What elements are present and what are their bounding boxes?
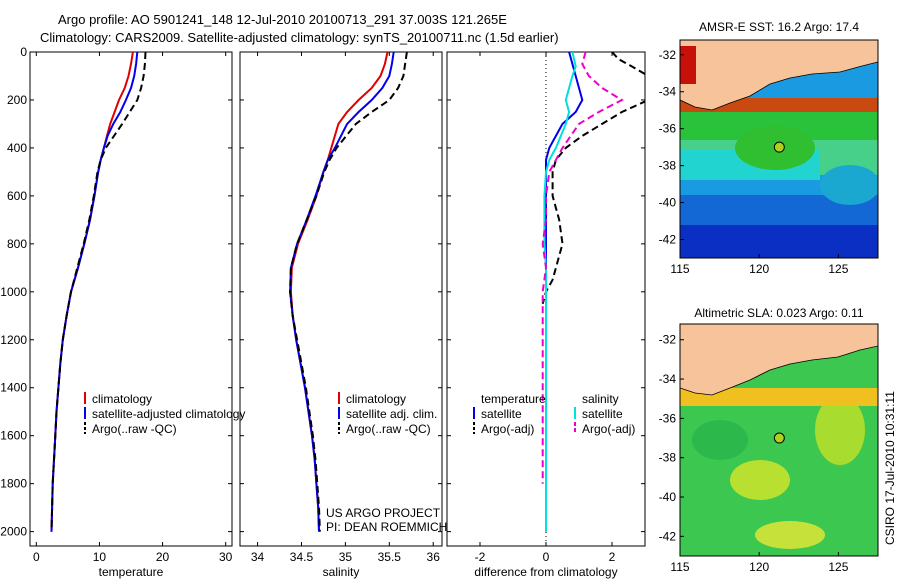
y-tick-label: 1800: [0, 477, 27, 491]
difference-series-3: [541, 52, 624, 484]
salinity-x-axis-label: salinity: [323, 565, 360, 579]
temperature-series-2: [50, 52, 147, 532]
map-y-tick-label: -32: [659, 48, 677, 62]
x-tick-label: 35: [339, 550, 353, 564]
legend-label-satellite: satellite adj. clim.: [346, 407, 437, 421]
map-y-tick-label: -40: [659, 196, 677, 210]
y-tick-label: 200: [7, 93, 27, 107]
map-x-tick-label: 120: [749, 262, 769, 276]
map-y-tick-label: -34: [659, 85, 677, 99]
sla-green-patch: [692, 420, 748, 460]
sla-land: [680, 324, 878, 396]
legend-label-temp-satellite: satellite: [481, 407, 522, 421]
map-x-tick-label: 120: [749, 560, 769, 574]
y-tick-label: 400: [7, 141, 27, 155]
salinity-panel: 34 34.5 35 35.5 36 salinity: [239, 51, 443, 579]
y-tick-label: 600: [7, 189, 27, 203]
y-tick-label: 1400: [0, 381, 27, 395]
map-y-tick-label: -36: [659, 411, 677, 425]
sla-map-axes: 115 120 125 -32 -34 -36 -38 -40 -42: [659, 333, 849, 574]
legend-label-sal-argo: Argo(-adj): [582, 422, 635, 436]
x-tick-label: 34.5: [290, 550, 314, 564]
map-y-tick-label: -42: [659, 233, 677, 247]
legend-label-temp-argo: Argo(-adj): [481, 422, 534, 436]
y-tick-label: 2000: [0, 525, 27, 539]
legend-label-climatology: climatology: [92, 392, 152, 406]
sla-coastal-band: [680, 388, 878, 406]
x-tick-label: 0: [543, 550, 550, 564]
map-x-tick-label: 115: [670, 262, 689, 276]
legend-header-temperature: temperature: [481, 392, 546, 406]
map-x-tick-label: 125: [828, 262, 848, 276]
sla-yellow-patch-1: [730, 460, 790, 500]
x-tick-label: 36: [427, 550, 441, 564]
figure-title-line2: Climatology: CARS2009. Satellite-adjuste…: [40, 30, 559, 45]
sst-cool-patch: [820, 165, 878, 205]
legend-label-satellite: satellite-adjusted climatology: [92, 407, 245, 421]
sst-land: [680, 40, 878, 111]
y-tick-label: 0: [20, 45, 27, 59]
legend-label-argo: Argo(..raw -QC): [346, 422, 431, 436]
salinity-legend: climatology satellite adj. clim. Argo(..…: [338, 392, 437, 436]
sst-argo-marker: [773, 141, 785, 153]
sst-map-axes: 115 120 125 -32 -34 -36 -38 -40 -42: [659, 48, 849, 276]
map-y-tick-label: -36: [659, 122, 677, 136]
sst-cold-zone: [680, 225, 878, 258]
y-tick-label: 800: [7, 237, 27, 251]
y-tick-label: 1200: [0, 333, 27, 347]
sst-map-title: AMSR-E SST: 16.2 Argo: 17.4: [699, 20, 859, 34]
x-tick-label: -2: [475, 550, 486, 564]
difference-series-2: [543, 52, 577, 532]
temperature-panel: 0 200 400 600 800 1000 1200 1400 1600 1800 2000 0 10…: [0, 45, 232, 579]
temperature-legend: climatology satellite-adjusted climatolo…: [84, 392, 245, 436]
temperature-x-axis-label: temperature: [99, 565, 164, 579]
x-tick-label: 35.5: [378, 550, 402, 564]
project-note-line2: PI: DEAN ROEMMICH: [326, 520, 447, 534]
y-tick-label: 1600: [0, 429, 27, 443]
map-y-tick-label: -38: [659, 159, 677, 173]
x-tick-label: 20: [156, 550, 170, 564]
legend-label-argo: Argo(..raw -QC): [92, 422, 177, 436]
map-y-tick-label: -40: [659, 490, 677, 504]
x-tick-label: 0: [33, 550, 40, 564]
map-x-tick-label: 115: [670, 560, 689, 574]
sla-map-frame: [679, 323, 879, 557]
difference-series-1: [541, 52, 645, 305]
sla-yellow-patch-3: [755, 521, 825, 549]
salinity-plot-frame: [239, 51, 443, 547]
map-y-tick-label: -42: [659, 529, 677, 543]
sla-map-title: Altimetric SLA: 0.023 Argo: 0.11: [694, 306, 864, 320]
legend-label-climatology: climatology: [346, 392, 406, 406]
legend-label-sal-satellite: satellite: [582, 407, 623, 421]
figure-title-line1: Argo profile: AO 5901241_148 12-Jul-2010…: [58, 12, 507, 27]
sla-yellow-patch-2: [815, 395, 865, 465]
y-tick-label: 1000: [0, 285, 27, 299]
difference-x-axis-label: difference from climatology: [474, 565, 617, 579]
map-y-tick-label: -32: [659, 333, 677, 347]
map-y-tick-label: -38: [659, 451, 677, 465]
project-note-line1: US ARGO PROJECT: [326, 506, 441, 520]
x-tick-label: 10: [93, 550, 107, 564]
side-note: CSIRO 17-Jul-2010 10:31:11: [883, 391, 897, 545]
sla-argo-marker: [773, 432, 785, 444]
x-tick-label: 2: [609, 550, 616, 564]
x-tick-label: 30: [219, 550, 233, 564]
map-y-tick-label: -34: [659, 372, 677, 386]
sst-coast-red: [680, 46, 696, 84]
salinity-series-2: [289, 52, 408, 532]
sst-map-frame: [679, 39, 879, 259]
legend-header-salinity: salinity: [582, 392, 619, 406]
difference-legend: temperature satellite Argo(-adj) salinit…: [473, 392, 635, 436]
map-x-tick-label: 125: [828, 560, 848, 574]
temperature-plot-frame: [29, 51, 233, 547]
x-tick-label: 34: [251, 550, 265, 564]
